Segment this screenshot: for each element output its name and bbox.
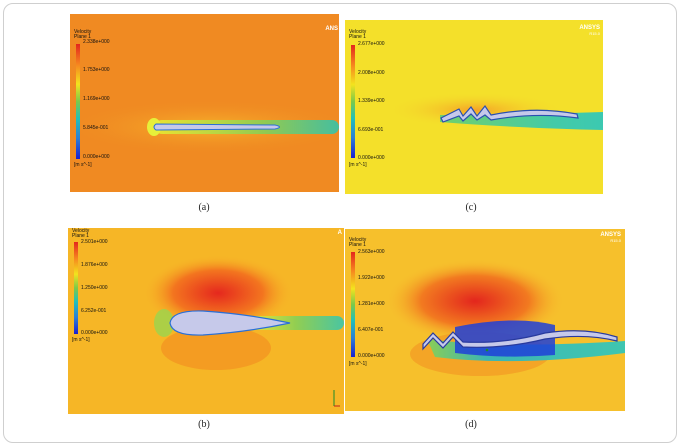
legend-tick: 1.922e+000 [358,275,385,281]
legend-unit: [m s^-1] [349,162,367,168]
caption-b: (b) [198,419,210,430]
legend-tick: 2.677e+000 [358,41,385,47]
ansys-logo: A [337,230,342,236]
legend-unit: [m s^-1] [349,361,367,367]
legend-tick: 1.169e+000 [83,96,110,102]
velocity-field-d [385,259,625,376]
legend-tick: 2.008e+000 [358,70,385,76]
panel-a: Velocity Plane 1 2.338e+000 1.753e+000 1… [70,14,339,192]
legend-tick: 0.000e+000 [358,155,385,161]
legend-colorbar [351,45,355,158]
legend-tick: 1.281e+000 [358,301,385,307]
velocity-field-a [70,99,339,155]
legend-title: Velocity [74,29,92,35]
ansys-logo: ANS [325,26,338,32]
caption-d: (d) [465,419,477,430]
legend-tick: 5.845e-001 [83,125,109,131]
velocity-field-b [143,255,344,407]
legend-colorbar [76,44,80,159]
legend-plane: Plane 1 [72,233,89,239]
legend-plane: Plane 1 [349,242,366,248]
legend-tick: 2.501e+000 [81,239,108,245]
caption-c: (c) [465,202,477,213]
legend-unit: [m s^-1] [74,162,92,168]
legend-tick: 1.876e+000 [81,262,108,268]
legend-tick: 6.252e-001 [81,308,107,314]
panel-c: Velocity Plane 1 2.677e+000 2.008e+000 1… [345,20,603,194]
panel-b: Velocity Plane 1 2.501e+000 1.876e+000 1… [68,228,344,414]
ansys-logo: ANSYS R15.0 [600,232,621,244]
legend-plane: Plane 1 [74,34,91,40]
velocity-field-c [385,92,603,130]
legend-tick: 0.000e+000 [83,154,110,160]
legend-colorbar [74,242,78,334]
brand-version: R15.0 [610,238,621,243]
legend-plane: Plane 1 [349,34,366,40]
caption-a: (a) [198,202,210,213]
legend-tick: 6.693e-001 [358,127,384,133]
legend-tick: 1.339e+000 [358,98,385,104]
legend-tick: 0.000e+000 [81,330,108,336]
legend-title: Velocity [349,237,367,243]
brand-name: ANSYS [579,25,600,31]
legend-tick: 1.250e+000 [81,285,108,291]
legend-tick: 2.563e+000 [358,249,385,255]
panel-d: Velocity Plane 1 2.563e+000 1.922e+000 1… [345,229,625,411]
ansys-logo: ANSYS R15.0 [579,25,600,37]
legend-unit: [m s^-1] [72,337,90,343]
legend-title: Velocity [349,29,367,35]
legend-tick: 1.753e+000 [83,67,110,73]
legend-tick: 0.000e+000 [358,353,385,359]
brand-name: ANSYS [600,232,621,238]
legend-title: Velocity [72,228,90,234]
brand-version: R15.0 [589,31,600,36]
legend-tick: 2.338e+000 [83,39,110,45]
legend-tick: 6.407e-001 [358,327,384,333]
legend-colorbar [351,252,355,357]
